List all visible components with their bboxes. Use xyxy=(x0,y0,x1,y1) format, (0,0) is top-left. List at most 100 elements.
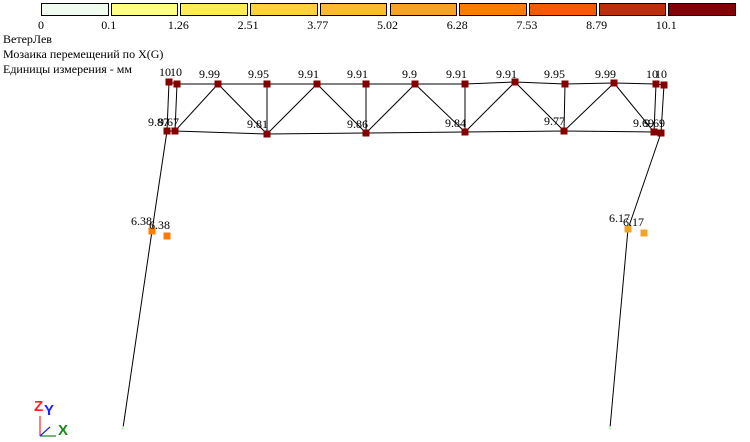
units-label: Единицы измерения - мм xyxy=(3,62,132,76)
frame-member-17 xyxy=(563,130,655,133)
node-value-label-1: 10 xyxy=(170,65,182,79)
legend-tick-0: 0 xyxy=(38,18,44,32)
node-value-label-12: 10 xyxy=(655,67,667,81)
axis-z-label: Z xyxy=(34,398,43,415)
frame-nodes: 10 10 9.99 9.95 9.91 9.91 9.9 9.91 9.91 9.95 9.99 1… xyxy=(121,65,668,430)
node-value-label-3: 9.95 xyxy=(248,67,269,81)
node-value-label-4: 9.91 xyxy=(298,67,319,81)
frame-member-15 xyxy=(365,131,466,134)
frame-member-40 xyxy=(609,228,629,429)
node-value-label-19: 9.69 xyxy=(633,116,654,130)
node-value-label-9: 9.95 xyxy=(544,67,565,81)
mosaic-title: Мозаика перемещений по X(G) xyxy=(3,47,164,61)
node-marker-20 xyxy=(657,129,665,137)
node-value-label-23: 6.17 xyxy=(609,211,630,225)
node-value-label-18: 9.77 xyxy=(544,114,565,128)
frame-member-32 xyxy=(514,81,565,132)
node-marker-4 xyxy=(313,80,321,88)
node-value-label-24: 6.17 xyxy=(623,215,644,229)
node-value-label-14: 9.67 xyxy=(158,115,179,129)
frame-member-10 xyxy=(613,82,657,85)
legend-swatch-3 xyxy=(250,3,318,16)
node-marker-8 xyxy=(511,78,519,86)
node-marker-22 xyxy=(163,232,171,240)
node-value-label-11: 10 xyxy=(646,67,658,81)
node-value-label-22: 6.38 xyxy=(149,218,170,232)
frame-member-35 xyxy=(613,82,655,133)
frame-member-28 xyxy=(365,83,416,134)
frame-member-13 xyxy=(174,130,268,135)
node-marker-21 xyxy=(148,227,156,235)
node-marker-17 xyxy=(461,128,469,136)
node-value-label-21: 6.38 xyxy=(131,214,152,228)
legend-swatch-9 xyxy=(668,3,736,16)
frame-member-31 xyxy=(464,81,516,133)
legend-tick-9: 10.1 xyxy=(655,18,677,32)
frame-member-8 xyxy=(514,81,566,85)
legend-swatch-8 xyxy=(598,3,667,16)
node-value-label-2: 9.99 xyxy=(199,67,220,81)
node-value-label-16: 9.86 xyxy=(347,117,368,131)
axis-x-label: X xyxy=(58,422,68,439)
legend-swatch-6 xyxy=(459,3,527,16)
frame-member-36 xyxy=(653,83,657,133)
legend-swatch-7 xyxy=(528,3,597,16)
frame-member-37 xyxy=(151,130,168,232)
node-marker-11 xyxy=(652,80,660,88)
node-value-label-15: 9.81 xyxy=(247,117,268,131)
node-marker-7 xyxy=(461,80,469,88)
node-marker-6 xyxy=(411,80,419,88)
node-marker-18 xyxy=(560,127,568,135)
node-marker-10 xyxy=(610,79,618,87)
node-marker-9 xyxy=(561,80,569,88)
frame-member-34 xyxy=(563,82,615,132)
support-node-25 xyxy=(121,426,125,430)
node-marker-5 xyxy=(362,80,370,88)
frame-member-29 xyxy=(414,83,466,133)
node-value-label-17: 9.84 xyxy=(445,116,466,130)
node-marker-1 xyxy=(173,80,181,88)
node-value-label-8: 9.91 xyxy=(496,67,517,81)
node-marker-24 xyxy=(640,229,648,237)
legend-swatch-5 xyxy=(389,3,458,16)
legend-tick-4: 3.77 xyxy=(307,18,329,32)
legend-tick-6: 6.28 xyxy=(446,18,468,32)
frame-member-26 xyxy=(316,83,367,134)
support-node-26 xyxy=(608,426,612,430)
legend-tick-8: 8.79 xyxy=(586,18,608,32)
node-marker-14 xyxy=(171,127,179,135)
frame-member-7 xyxy=(464,81,516,85)
node-marker-15 xyxy=(263,130,271,138)
node-marker-0 xyxy=(165,78,173,86)
node-marker-12 xyxy=(660,81,668,89)
node-marker-16 xyxy=(362,129,370,137)
legend-tick-7: 7.53 xyxy=(516,18,538,32)
diagram-info: ВетерЛев Мозаика перемещений по X(G) Еди… xyxy=(3,32,163,77)
frame-member-14 xyxy=(266,132,367,135)
node-marker-3 xyxy=(263,80,271,88)
node-value-label-7: 9.91 xyxy=(446,67,467,81)
legend-tick-1: 0.1 xyxy=(101,18,117,32)
frame-member-20 xyxy=(660,84,665,134)
axes-triad-icon xyxy=(39,416,56,437)
node-marker-19 xyxy=(650,128,658,136)
legend-tick-3: 2.51 xyxy=(237,18,259,32)
node-marker-23 xyxy=(624,225,632,233)
color-scale-legend: 0 0.1 1.26 2.51 3.77 5.02 6.28 7.53 8.79 10.1 xyxy=(0,0,750,34)
node-value-label-10: 9.99 xyxy=(595,67,616,81)
frame-member-9 xyxy=(564,82,615,85)
frame-member-22 xyxy=(174,83,219,132)
frame-member-39 xyxy=(627,132,662,230)
node-marker-13 xyxy=(163,127,171,135)
legend-swatch-1 xyxy=(110,3,179,16)
legend-swatch-4 xyxy=(319,3,388,16)
legend-swatch-2 xyxy=(180,3,249,16)
frame-member-16 xyxy=(464,130,565,133)
axis-y-label: Y xyxy=(44,402,54,419)
node-value-label-6: 9.9 xyxy=(402,67,417,81)
node-value-label-0: 10 xyxy=(159,65,171,79)
legend-tick-5: 5.02 xyxy=(377,18,398,32)
load-case-label: ВетерЛев xyxy=(3,32,52,46)
